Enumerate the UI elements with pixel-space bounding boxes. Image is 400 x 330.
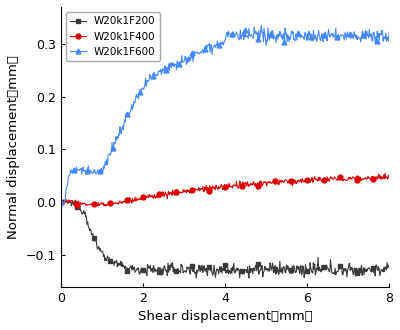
W20k1F200 <box>58 200 63 204</box>
W20k1F400 <box>387 173 392 177</box>
W20k1F400 <box>254 182 259 186</box>
W20k1F400 <box>380 177 384 181</box>
W20k1F200 <box>387 264 392 268</box>
W20k1F600 <box>328 34 333 38</box>
W20k1F600 <box>236 36 241 40</box>
W20k1F600 <box>387 30 392 34</box>
W20k1F200 <box>194 276 199 280</box>
W20k1F200 <box>255 265 260 269</box>
W20k1F600 <box>380 28 384 32</box>
W20k1F200 <box>218 265 222 269</box>
W20k1F600 <box>259 24 264 28</box>
W20k1F600 <box>214 44 219 48</box>
Line: W20k1F600: W20k1F600 <box>58 23 392 205</box>
W20k1F400 <box>58 200 63 204</box>
W20k1F200 <box>237 276 242 280</box>
W20k1F400 <box>328 175 333 179</box>
W20k1F400 <box>237 184 242 188</box>
W20k1F400 <box>217 186 222 190</box>
W20k1F600 <box>58 200 63 204</box>
W20k1F600 <box>216 43 221 47</box>
W20k1F600 <box>254 32 258 36</box>
W20k1F400 <box>104 204 108 208</box>
Legend: W20k1F200, W20k1F400, W20k1F600: W20k1F200, W20k1F400, W20k1F600 <box>66 12 160 61</box>
W20k1F200 <box>380 269 385 273</box>
Line: W20k1F400: W20k1F400 <box>58 171 392 209</box>
W20k1F400 <box>383 172 388 176</box>
W20k1F400 <box>215 186 220 190</box>
W20k1F200 <box>329 265 334 269</box>
Line: W20k1F200: W20k1F200 <box>58 198 392 280</box>
Y-axis label: Normal displacement（mm）: Normal displacement（mm） <box>7 55 20 239</box>
X-axis label: Shear displacement（mm）: Shear displacement（mm） <box>138 310 312 323</box>
W20k1F200 <box>216 268 220 272</box>
W20k1F200 <box>61 198 66 202</box>
